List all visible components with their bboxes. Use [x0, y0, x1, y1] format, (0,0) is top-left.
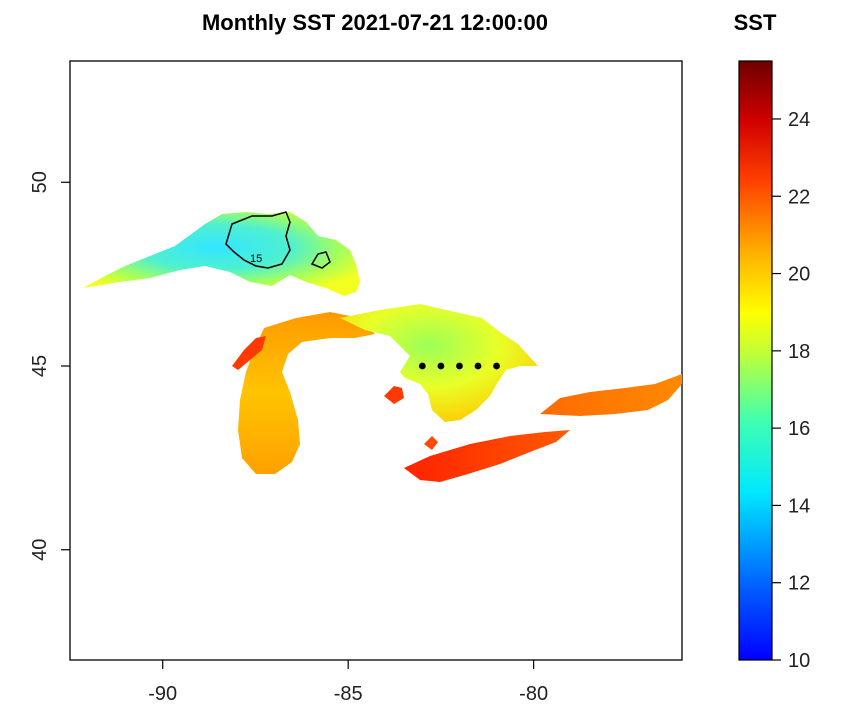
- legend-tick-label: 10: [788, 650, 810, 672]
- legend-tick-label: 14: [788, 495, 810, 517]
- highlight-point: [418, 362, 426, 370]
- highlight-points: [418, 362, 500, 370]
- highlight-point: [437, 362, 445, 370]
- legend-tick-label: 16: [788, 418, 810, 440]
- legend-colorbar: [738, 60, 773, 661]
- highlight-point: [456, 362, 463, 370]
- contour-label: 15: [250, 253, 262, 265]
- x-tick-label: -90: [148, 683, 177, 705]
- lake-michigan: [238, 312, 375, 474]
- lake-erie: [404, 430, 570, 482]
- highlight-point: [493, 362, 500, 370]
- x-tick-label: -80: [519, 683, 548, 705]
- plot-frame: [69, 60, 683, 661]
- y-axis: 40 45 50: [29, 171, 70, 561]
- lake-superior: [83, 212, 360, 296]
- legend-tick-label: 20: [788, 264, 810, 286]
- y-tick-label: 50: [29, 171, 51, 193]
- legend-tick-label: 24: [788, 109, 810, 131]
- x-tick-label: -85: [334, 683, 363, 705]
- legend-title: SST: [734, 10, 777, 35]
- map-title: Monthly SST 2021-07-21 12:00:00: [202, 10, 548, 35]
- legend-tick-label: 12: [788, 573, 810, 595]
- legend-tick-label: 22: [788, 186, 810, 208]
- contour-line-15: [225, 211, 291, 269]
- lake-huron: [340, 304, 538, 422]
- lake-st-clair: [424, 436, 438, 450]
- legend-tick-label: 18: [788, 341, 810, 363]
- legend-ticks: 10 12 14 16 18 20 22 24: [772, 109, 810, 672]
- y-tick-label: 40: [29, 539, 51, 561]
- contour-line-15-east: [310, 251, 331, 269]
- highlight-point: [474, 362, 482, 370]
- saginaw-bay: [384, 386, 404, 404]
- y-tick-label: 45: [29, 355, 51, 377]
- lake-ontario: [540, 374, 682, 416]
- x-axis: -90 -85 -80: [148, 660, 548, 705]
- lakes: [83, 212, 682, 482]
- green-bay: [232, 336, 266, 370]
